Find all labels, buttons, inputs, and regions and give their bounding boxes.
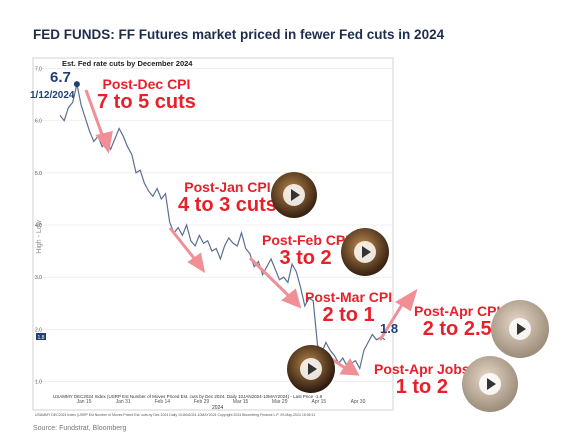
x-tick-label: Jan 15 [76,399,91,405]
footer: USAMMY DEC2024 Index (USRP Est Number of… [35,413,315,417]
x-axis-year: 2024 [212,405,223,411]
video-thumbnail-mar[interactable] [287,345,335,393]
y-axis-label: High - Low [36,219,43,253]
start-date-label: 1/12/2024 [30,90,75,101]
y-tick-label: 5.0 [35,171,42,177]
arrow-jan-cpi-head [187,252,206,274]
arrow-feb-cpi [248,256,294,301]
x-tick-label: Mar 15 [233,399,249,405]
arrow-mar-cpi-head [339,358,360,376]
plot-frame [32,57,394,411]
chart-subtitle: Est. Fed rate cuts by December 2024 [62,59,193,68]
y-tick-label: 6.0 [35,119,42,125]
x-tick-label: Feb 29 [194,399,210,405]
annotation-apr-cpi: Post-Apr CPI 2 to 2.5 [414,303,501,340]
arrow-dec-cpi [84,89,106,141]
page-title: FED FUNDS: FF Futures market priced in f… [33,27,445,42]
arrow-apr-cpi-head [395,288,418,312]
last-price-box-label: 1.8 [38,335,45,341]
y-tick-label: 4.0 [35,223,42,229]
y-axis-ticks: 7.0 6.0 5.0 4.0 3.0 2.0 1.0 [35,66,42,385]
x-tick-label: Jan 31 [116,399,131,405]
arrow-dec-cpi-head [95,131,113,154]
annotation-apr-jobs: Post-Apr Jobs 1 to 2 [374,361,470,398]
legend: USAMMY DEC2024 Index (USRP Est Number of… [53,394,323,399]
play-icon[interactable] [300,358,322,380]
video-thumbnail-jan[interactable] [271,172,317,218]
x-tick-label: Mar 29 [272,399,288,405]
x-tick-label: Feb 14 [154,399,170,405]
play-icon[interactable] [283,184,305,206]
start-value-label: 6.7 [50,69,71,86]
last-price-box [36,333,46,340]
annotation-feb-cpi: Post-Feb CPI 3 to 2 [262,232,350,269]
y-tick-label: 7.0 [35,66,42,72]
y-tick-label: 2.0 [35,327,42,333]
y-tick-label: 3.0 [35,275,42,281]
annotation-dec-cpi: Post-Dec CPI 7 to 5 cuts [97,76,196,113]
play-icon[interactable] [479,373,501,395]
series-line [59,83,386,371]
annotation-mar-cpi: Post-Mar CPI 2 to 1 [305,289,393,326]
last-value-label: 1.8 [380,321,399,336]
y-tick-label: 1.0 [35,380,42,386]
video-thumbnail-apr-jobs[interactable] [462,356,518,412]
source-note: Source: Fundstrat, Bloomberg [33,425,127,432]
play-icon[interactable] [354,241,376,263]
video-thumbnail-feb[interactable] [341,228,389,276]
arrow-apr-cpi [378,299,407,341]
arrow-jan-cpi [168,227,199,263]
video-thumbnail-apr-cpi[interactable] [491,300,549,358]
start-point [73,81,80,88]
x-axis-ticks: Jan 15 Jan 31 Feb 14 Feb 29 Mar 15 Mar 29 Apr … [76,399,365,405]
x-tick-label: Apr 15 [311,399,326,405]
annotation-jan-cpi: Post-Jan CPI 4 to 3 cuts [178,179,277,216]
play-icon[interactable] [509,318,531,340]
arrows [84,89,418,376]
grid [33,68,393,382]
x-tick-label: Apr 30 [351,399,366,405]
arrow-feb-cpi-head [281,288,302,309]
